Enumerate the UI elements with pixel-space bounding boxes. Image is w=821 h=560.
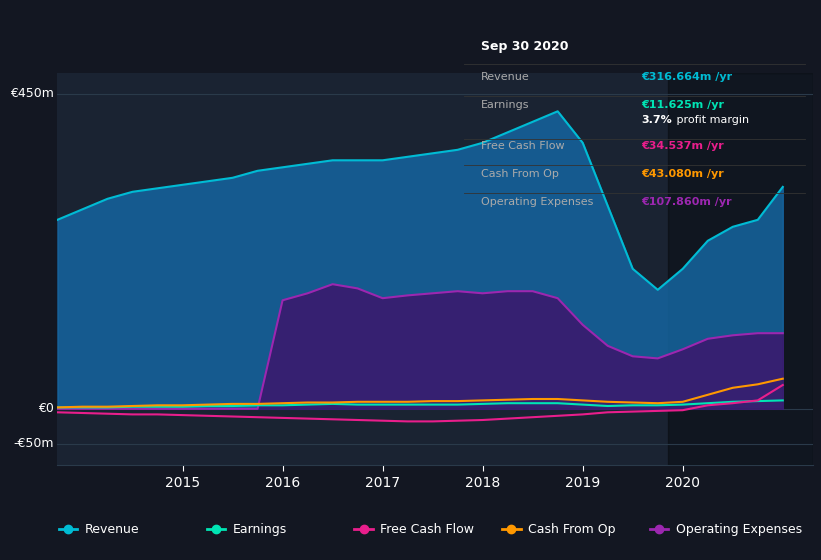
Text: profit margin: profit margin: [673, 115, 750, 125]
Text: -€50m: -€50m: [13, 437, 53, 450]
Text: 3.7%: 3.7%: [641, 115, 672, 125]
Text: €450m: €450m: [10, 87, 53, 100]
Text: Revenue: Revenue: [481, 72, 530, 82]
Text: €107.860m /yr: €107.860m /yr: [641, 197, 732, 207]
Text: €316.664m /yr: €316.664m /yr: [641, 72, 732, 82]
Text: Sep 30 2020: Sep 30 2020: [481, 40, 568, 53]
Text: €0: €0: [38, 402, 53, 416]
Bar: [667, 73, 813, 465]
Text: Free Cash Flow: Free Cash Flow: [481, 141, 565, 151]
Text: Cash From Op: Cash From Op: [481, 169, 559, 179]
Text: Operating Expenses: Operating Expenses: [481, 197, 594, 207]
Text: Operating Expenses: Operating Expenses: [676, 522, 802, 536]
Text: €43.080m /yr: €43.080m /yr: [641, 169, 724, 179]
Text: €34.537m /yr: €34.537m /yr: [641, 141, 724, 151]
Text: Earnings: Earnings: [232, 522, 287, 536]
Text: Revenue: Revenue: [85, 522, 140, 536]
Text: Free Cash Flow: Free Cash Flow: [380, 522, 475, 536]
Text: €11.625m /yr: €11.625m /yr: [641, 100, 724, 110]
Text: Earnings: Earnings: [481, 100, 530, 110]
Text: Cash From Op: Cash From Op: [528, 522, 616, 536]
